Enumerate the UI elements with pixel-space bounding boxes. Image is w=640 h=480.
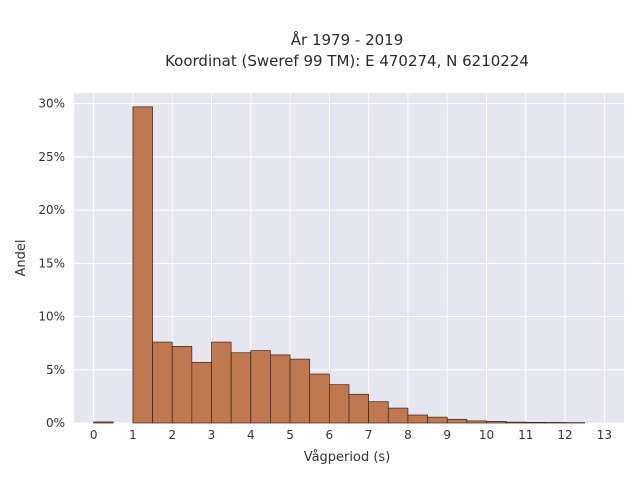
x-tick-labels: 0 1 2 3 4 5 6 7 8 9 10 11 12 13 bbox=[90, 428, 612, 442]
x-axis-label: Vågperiod (s) bbox=[304, 450, 391, 465]
histogram-bar-7 bbox=[230, 352, 252, 424]
histogram-bar-2 bbox=[132, 106, 153, 424]
x-tick-label-10: 10 bbox=[479, 428, 494, 442]
histogram-bar-14 bbox=[368, 401, 389, 424]
x-tick-label-12: 12 bbox=[557, 428, 572, 442]
y-axis-label: Andel bbox=[14, 240, 29, 277]
x-tick-label-4: 4 bbox=[247, 428, 255, 442]
y-tick-label-2: 10% bbox=[38, 310, 65, 324]
x-tick-label-1: 1 bbox=[129, 428, 137, 442]
x-tick-label-9: 9 bbox=[443, 428, 451, 442]
y-tick-label-3: 15% bbox=[38, 256, 65, 270]
x-tick-label-13: 13 bbox=[597, 428, 612, 442]
histogram-bar-21 bbox=[505, 421, 527, 424]
x-tick-label-5: 5 bbox=[286, 428, 294, 442]
histogram-bar-13 bbox=[348, 393, 369, 424]
histogram-bar-4 bbox=[171, 346, 193, 424]
y-tick-label-5: 25% bbox=[38, 150, 65, 164]
x-tick-label-0: 0 bbox=[90, 428, 98, 442]
chart-title: År 1979 - 2019 bbox=[291, 30, 404, 49]
y-tick-label-0: 0% bbox=[46, 416, 65, 430]
y-tick-label-4: 20% bbox=[38, 203, 65, 217]
histogram-bar-6 bbox=[211, 341, 232, 424]
histogram-bar-18 bbox=[446, 418, 468, 424]
histogram-bar-19 bbox=[466, 420, 487, 424]
histogram-bar-12 bbox=[329, 384, 350, 424]
bars bbox=[93, 106, 586, 424]
histogram-bar-8 bbox=[250, 350, 271, 424]
histogram-bar-11 bbox=[309, 373, 330, 424]
histogram-bar-15 bbox=[387, 407, 409, 424]
histogram-bar-17 bbox=[427, 416, 448, 424]
histogram-bar-22 bbox=[525, 422, 546, 424]
x-tick-label-3: 3 bbox=[208, 428, 216, 442]
x-tick-label-2: 2 bbox=[168, 428, 176, 442]
histogram-bar-10 bbox=[289, 358, 311, 424]
histogram-bar-16 bbox=[407, 414, 428, 424]
chart-subtitle: Koordinat (Sweref 99 TM): E 470274, N 62… bbox=[165, 52, 529, 70]
y-tick-label-1: 5% bbox=[46, 363, 65, 377]
histogram-bar-20 bbox=[486, 421, 507, 424]
histogram-bar-23 bbox=[545, 422, 566, 424]
x-tick-label-11: 11 bbox=[518, 428, 533, 442]
histogram-bar-3 bbox=[152, 341, 173, 424]
y-tick-labels: 0% 5% 10% 15% 20% 25% 30% bbox=[38, 97, 65, 430]
x-tick-label-7: 7 bbox=[365, 428, 373, 442]
x-tick-label-6: 6 bbox=[326, 428, 334, 442]
x-tick-label-8: 8 bbox=[404, 428, 412, 442]
histogram-bar-0 bbox=[93, 421, 114, 424]
histogram-bar-9 bbox=[270, 354, 291, 424]
histogram-bar-5 bbox=[191, 361, 212, 424]
y-tick-label-6: 30% bbox=[38, 97, 65, 111]
